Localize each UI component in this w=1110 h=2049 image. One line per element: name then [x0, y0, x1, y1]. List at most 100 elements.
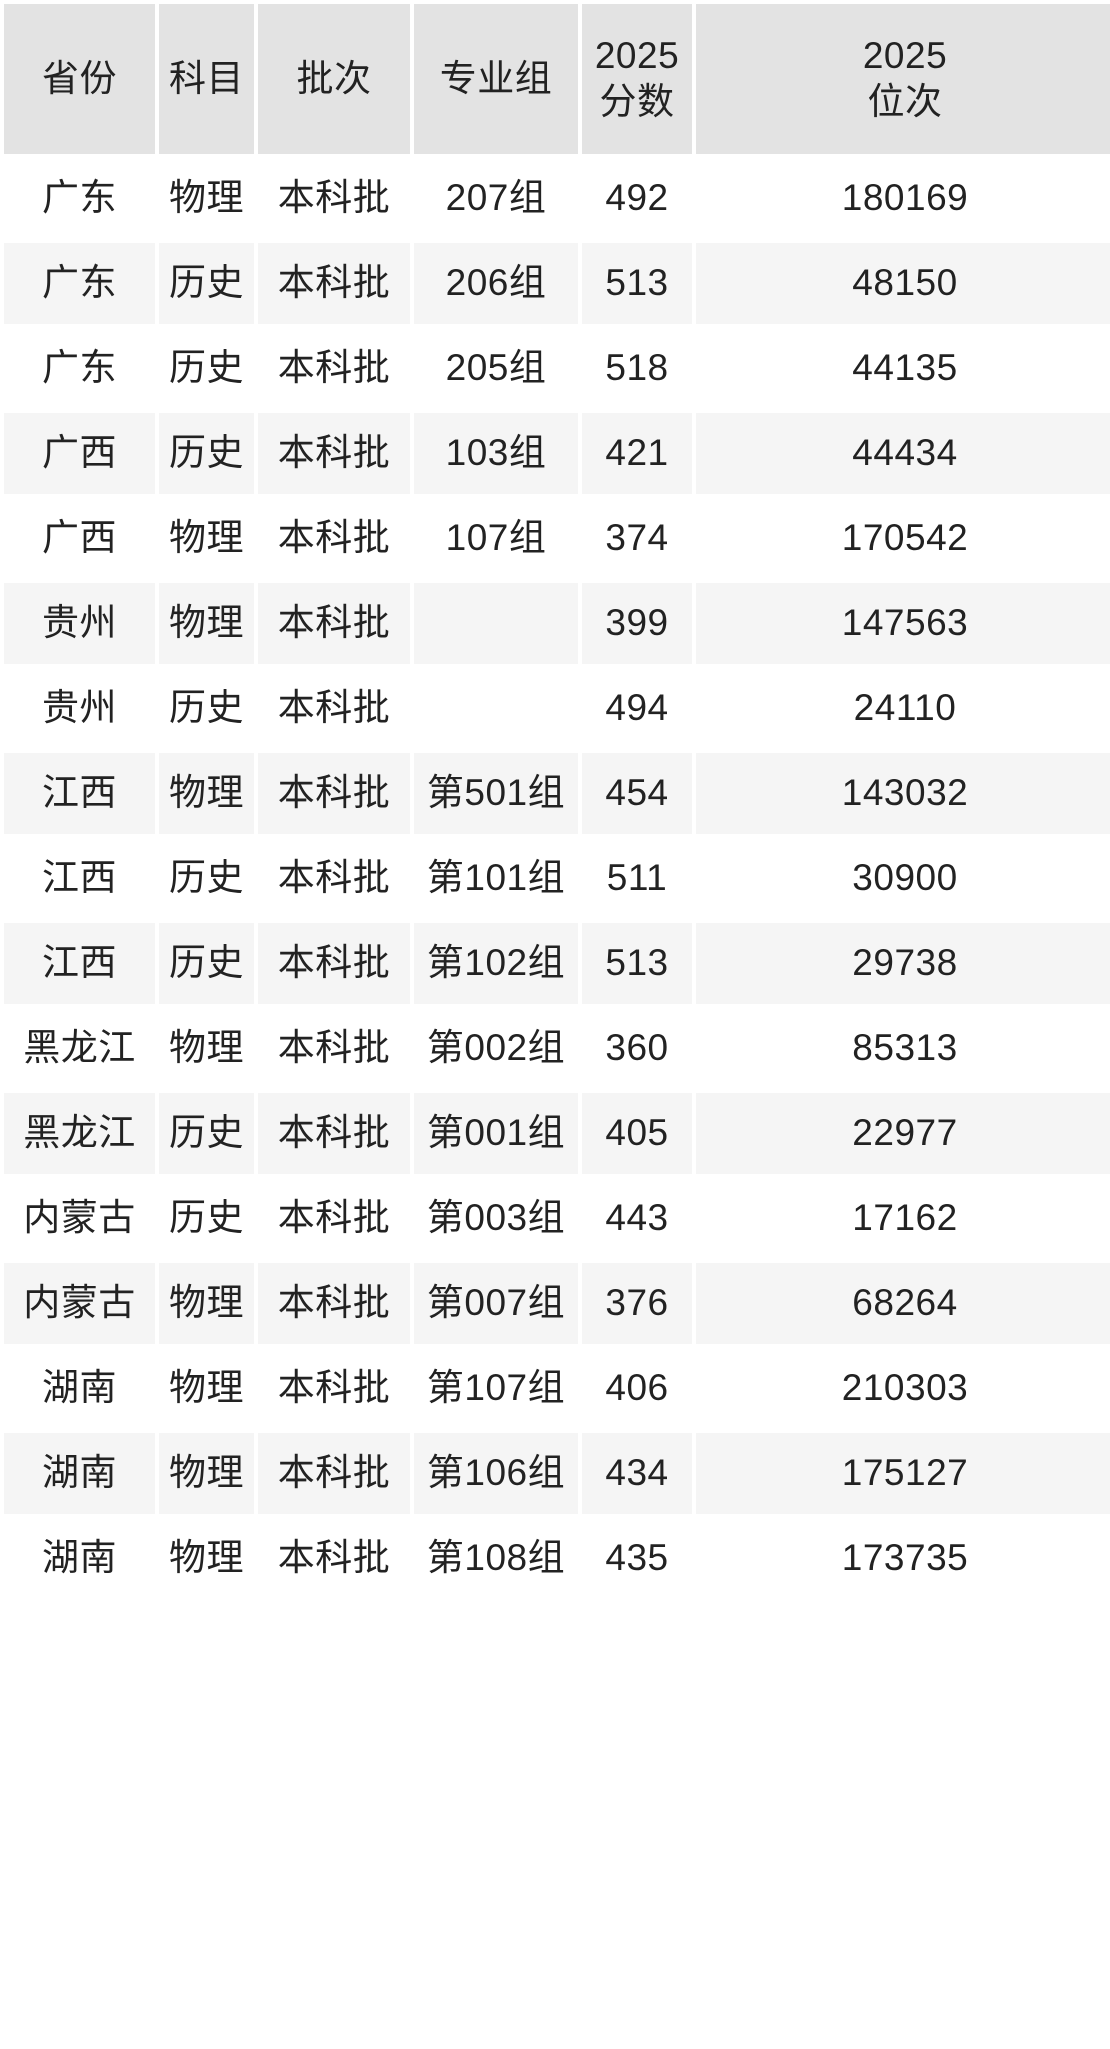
column-header-rank-2025: 2025 位次 — [696, 4, 1110, 154]
table-row: 湖南 物理 本科批 第106组 434 175127 — [4, 1433, 1110, 1514]
cell-score: 492 — [582, 158, 692, 239]
table-row: 湖南 物理 本科批 第108组 435 173735 — [4, 1518, 1110, 1599]
cell-province: 广西 — [4, 498, 155, 579]
table-row: 江西 历史 本科批 第102组 513 29738 — [4, 923, 1110, 1004]
table-row: 广西 历史 本科批 103组 421 44434 — [4, 413, 1110, 494]
cell-rank: 48150 — [696, 243, 1110, 324]
cell-score: 518 — [582, 328, 692, 409]
column-header-rank-2025-line-2: 位次 — [867, 81, 943, 122]
cell-subject: 物理 — [159, 158, 254, 239]
cell-rank: 30900 — [696, 838, 1110, 919]
cell-batch: 本科批 — [258, 1348, 410, 1429]
cell-province: 江西 — [4, 838, 155, 919]
table-row: 广西 物理 本科批 107组 374 170542 — [4, 498, 1110, 579]
cell-score: 421 — [582, 413, 692, 494]
table-row: 广东 历史 本科批 206组 513 48150 — [4, 243, 1110, 324]
table-row: 湖南 物理 本科批 第107组 406 210303 — [4, 1348, 1110, 1429]
cell-province: 广西 — [4, 413, 155, 494]
cell-rank: 22977 — [696, 1093, 1110, 1174]
cell-subject: 物理 — [159, 1433, 254, 1514]
cell-group: 第501组 — [414, 753, 578, 834]
table-row: 内蒙古 历史 本科批 第003组 443 17162 — [4, 1178, 1110, 1259]
table-header-row: 省份 科目 批次 专业组 2025 分数 2025 位次 — [4, 4, 1110, 154]
cell-subject: 历史 — [159, 413, 254, 494]
cell-province: 贵州 — [4, 668, 155, 749]
cell-rank: 68264 — [696, 1263, 1110, 1344]
cell-group: 第108组 — [414, 1518, 578, 1599]
cell-score: 406 — [582, 1348, 692, 1429]
cell-group — [414, 668, 578, 749]
cell-rank: 29738 — [696, 923, 1110, 1004]
cell-group: 207组 — [414, 158, 578, 239]
column-header-score-2025-line-2: 分数 — [599, 81, 675, 122]
cell-batch: 本科批 — [258, 753, 410, 834]
column-header-subject: 科目 — [159, 4, 254, 154]
cell-province: 内蒙古 — [4, 1263, 155, 1344]
cell-score: 513 — [582, 923, 692, 1004]
cell-province: 湖南 — [4, 1348, 155, 1429]
cell-group: 103组 — [414, 413, 578, 494]
cell-batch: 本科批 — [258, 668, 410, 749]
cell-batch: 本科批 — [258, 413, 410, 494]
cell-group: 205组 — [414, 328, 578, 409]
cell-subject: 历史 — [159, 923, 254, 1004]
cell-batch: 本科批 — [258, 1433, 410, 1514]
cell-rank: 24110 — [696, 668, 1110, 749]
cell-score: 374 — [582, 498, 692, 579]
table-row: 黑龙江 历史 本科批 第001组 405 22977 — [4, 1093, 1110, 1174]
cell-group: 206组 — [414, 243, 578, 324]
cell-rank: 173735 — [696, 1518, 1110, 1599]
column-header-batch-line-1: 批次 — [296, 57, 372, 99]
cell-group: 第107组 — [414, 1348, 578, 1429]
cell-score: 513 — [582, 243, 692, 324]
table-row: 江西 物理 本科批 第501组 454 143032 — [4, 753, 1110, 834]
cell-province: 广东 — [4, 243, 155, 324]
cell-province: 黑龙江 — [4, 1008, 155, 1089]
cell-group: 第003组 — [414, 1178, 578, 1259]
cell-subject: 历史 — [159, 328, 254, 409]
cell-rank: 210303 — [696, 1348, 1110, 1429]
cell-rank: 44434 — [696, 413, 1110, 494]
cell-subject: 物理 — [159, 1263, 254, 1344]
cell-province: 湖南 — [4, 1518, 155, 1599]
column-header-major-group-line-1: 专业组 — [439, 57, 553, 99]
cell-score: 360 — [582, 1008, 692, 1089]
cell-score: 435 — [582, 1518, 692, 1599]
column-header-province-line-1: 省份 — [42, 57, 117, 99]
cell-province: 江西 — [4, 923, 155, 1004]
cell-batch: 本科批 — [258, 1093, 410, 1174]
cell-group: 第106组 — [414, 1433, 578, 1514]
cell-batch: 本科批 — [258, 923, 410, 1004]
table-row: 广东 历史 本科批 205组 518 44135 — [4, 328, 1110, 409]
column-header-score-2025-line-1: 2025 — [594, 34, 680, 76]
cell-province: 湖南 — [4, 1433, 155, 1514]
cell-group: 第101组 — [414, 838, 578, 919]
cell-score: 454 — [582, 753, 692, 834]
cell-batch: 本科批 — [258, 1263, 410, 1344]
cell-rank: 143032 — [696, 753, 1110, 834]
cell-group: 第002组 — [414, 1008, 578, 1089]
cell-group — [414, 583, 578, 664]
cell-province: 广东 — [4, 328, 155, 409]
admission-score-table: 省份 科目 批次 专业组 2025 分数 2025 位次 广东 物理 本科批 207组… — [4, 4, 1110, 1599]
cell-group: 第001组 — [414, 1093, 578, 1174]
cell-rank: 170542 — [696, 498, 1110, 579]
table-row: 黑龙江 物理 本科批 第002组 360 85313 — [4, 1008, 1110, 1089]
cell-subject: 物理 — [159, 1518, 254, 1599]
cell-subject: 历史 — [159, 243, 254, 324]
cell-subject: 历史 — [159, 668, 254, 749]
table-body: 广东 物理 本科批 207组 492 180169 广东 历史 本科批 206组 513 48150 广… — [4, 158, 1110, 1599]
cell-rank: 85313 — [696, 1008, 1110, 1089]
cell-batch: 本科批 — [258, 498, 410, 579]
cell-rank: 180169 — [696, 158, 1110, 239]
cell-subject: 物理 — [159, 583, 254, 664]
cell-rank: 147563 — [696, 583, 1110, 664]
cell-group: 第102组 — [414, 923, 578, 1004]
cell-score: 376 — [582, 1263, 692, 1344]
cell-province: 江西 — [4, 753, 155, 834]
cell-group: 第007组 — [414, 1263, 578, 1344]
cell-province: 内蒙古 — [4, 1178, 155, 1259]
column-header-batch: 批次 — [258, 4, 410, 154]
table-row: 内蒙古 物理 本科批 第007组 376 68264 — [4, 1263, 1110, 1344]
cell-province: 贵州 — [4, 583, 155, 664]
